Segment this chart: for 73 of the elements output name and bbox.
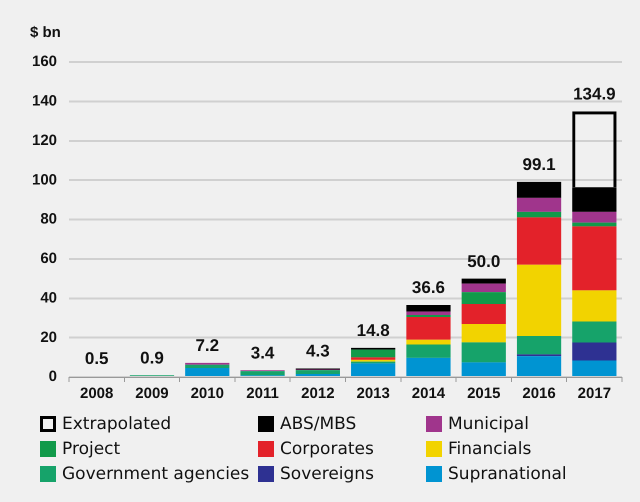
bar <box>462 342 506 362</box>
bar <box>351 357 396 360</box>
y-tick-label: 120 <box>32 132 58 149</box>
y-tick-label: 100 <box>32 171 58 188</box>
x-tick-label: 2010 <box>190 385 224 402</box>
bar <box>351 363 396 376</box>
total-label: 14.8 <box>356 321 390 340</box>
bar <box>572 212 616 223</box>
legend-label: Financials <box>448 439 532 459</box>
y-tick-label: 160 <box>32 53 58 70</box>
total-label: 0.9 <box>140 348 164 368</box>
legend-label: Municipal <box>448 414 529 434</box>
bar <box>406 312 451 315</box>
bar <box>462 278 506 284</box>
bar <box>572 321 616 343</box>
bar <box>406 316 451 340</box>
y-tick-label: 20 <box>40 328 58 346</box>
bar <box>572 290 616 322</box>
bar <box>406 358 451 376</box>
total-label: 36.6 <box>412 278 446 298</box>
legend-label: Extrapolated <box>62 414 172 434</box>
legend-label: ABS/MBS <box>280 414 356 434</box>
bar <box>462 362 506 376</box>
total-label: 0.5 <box>84 349 108 368</box>
legend-label: Sovereigns <box>280 464 374 484</box>
bar <box>516 212 562 218</box>
x-tick-label: 2008 <box>80 385 114 402</box>
x-tick-label: 2011 <box>246 385 279 402</box>
bar <box>462 284 506 292</box>
bar <box>406 344 451 358</box>
bar <box>185 364 230 368</box>
legend-label: Supranational <box>448 464 567 484</box>
y-tick-label: 0 <box>48 368 58 386</box>
total-label: 134.9 <box>573 84 616 104</box>
y-tick-label: 80 <box>40 210 58 228</box>
bar <box>462 324 506 342</box>
bar <box>516 356 562 376</box>
y-tick-label: 140 <box>32 92 58 110</box>
total-label: 4.3 <box>306 342 330 361</box>
bar <box>572 226 616 290</box>
y-tick-label: 60 <box>40 250 58 268</box>
bar <box>516 264 562 336</box>
bar <box>572 342 616 360</box>
x-tick-label: 2012 <box>301 385 335 402</box>
bar <box>462 292 506 304</box>
total-label: 3.4 <box>250 343 275 362</box>
bar <box>240 371 285 376</box>
bar <box>516 182 562 198</box>
bar <box>572 222 616 226</box>
legend-label: Corporates <box>280 439 374 459</box>
bar <box>516 336 562 354</box>
x-tick-label: 2016 <box>522 385 556 402</box>
x-tick-label: 2014 <box>412 385 446 402</box>
bar <box>296 370 340 374</box>
total-label: 99.1 <box>522 155 556 174</box>
y-axis-title: $ bn <box>30 24 61 41</box>
legend-label: Project <box>62 439 120 459</box>
total-label: 50.0 <box>467 252 500 271</box>
bar <box>351 350 396 358</box>
bar <box>406 304 451 312</box>
bar <box>462 304 506 324</box>
bar <box>406 340 451 345</box>
x-tick-label: 2009 <box>135 385 169 402</box>
total-label: 7.2 <box>195 336 220 356</box>
bar <box>185 368 230 376</box>
x-tick-label: 2015 <box>467 385 500 402</box>
bar <box>572 360 616 376</box>
x-tick-label: 2017 <box>578 385 612 402</box>
bar <box>516 198 562 212</box>
y-tick-label: 40 <box>40 289 58 306</box>
bar <box>516 217 562 265</box>
x-tick-label: 2013 <box>356 385 390 402</box>
legend-label: Government agencies <box>62 464 250 484</box>
